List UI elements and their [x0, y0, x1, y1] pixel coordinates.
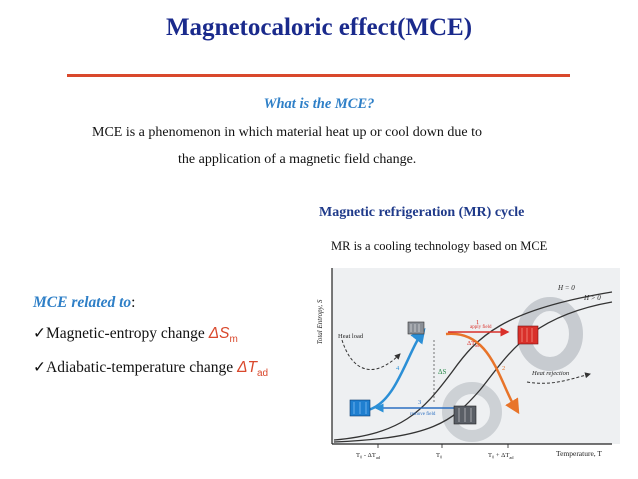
dtad-upper-label: ΔTad	[467, 340, 480, 348]
bullet-temperature-change: ✓Adiabatic-temperature change ΔTad	[33, 358, 268, 379]
symbol: ΔS	[208, 325, 230, 342]
tick-label-right: T₀ + ΔTad	[488, 452, 514, 460]
related-colon: :	[131, 294, 136, 311]
definition-line-1: MCE is a phenomenon in which material he…	[92, 125, 482, 140]
heat-load-label: Heat load	[338, 333, 364, 340]
definition-line-2: the application of a magnetic field chan…	[178, 152, 417, 167]
mr-description: MR is a cooling technology based on MCE	[331, 239, 548, 253]
curve-h1	[333, 301, 613, 443]
subscript: m	[229, 334, 238, 346]
check-icon: ✓	[33, 325, 46, 342]
x-axis-label: Temperature, T	[556, 449, 602, 458]
mr-cycle-heading: Magnetic refrigeration (MR) cycle	[319, 205, 525, 220]
tick-label-mid: T₀	[436, 452, 442, 459]
heat-rejection-label: Heat rejection	[531, 370, 569, 377]
heat-load-arrow	[341, 339, 401, 371]
related-heading: MCE related to:	[33, 294, 135, 312]
tick-label-left: T₀ - ΔTad	[356, 452, 381, 460]
remove-field-label: remove field	[410, 412, 436, 417]
material-block-hot	[517, 325, 539, 345]
step-3-label: 3	[418, 399, 421, 406]
watermark-ring-lower	[442, 382, 502, 442]
ds-label: ΔS	[438, 368, 447, 376]
mr-cycle-diagram: Total Entropy, S Temperature, T H = 0 H …	[316, 268, 620, 460]
symbol: ΔT	[237, 359, 257, 376]
related-label: MCE related to	[33, 294, 132, 311]
bullet-text: Magnetic-entropy change	[46, 325, 209, 342]
step-2-label: 2	[502, 365, 505, 372]
material-block-bottom	[453, 405, 477, 425]
label-h1: H > 0	[583, 294, 601, 302]
heat-rejection-arrow	[526, 372, 591, 384]
step-1-label: 1	[476, 319, 479, 326]
label-h0: H = 0	[557, 284, 575, 292]
subscript: ad	[256, 368, 269, 380]
material-block-top	[407, 321, 425, 335]
check-icon: ✓	[33, 359, 46, 376]
slide-title: Magnetocaloric effect(MCE)	[165, 14, 473, 41]
what-heading: What is the MCE?	[263, 96, 375, 112]
bullet-entropy-change: ✓Magnetic-entropy change ΔSm	[33, 324, 238, 345]
branch-2-orange	[445, 332, 520, 415]
step-4-label: 4	[396, 365, 400, 372]
bullet-text: Adiabatic-temperature change	[46, 359, 238, 376]
curve-h0	[333, 291, 613, 441]
material-block-cold	[349, 399, 371, 417]
apply-field-label: apply field	[470, 325, 492, 330]
y-axis-label: Total Entropy, S	[316, 299, 324, 344]
title-divider	[67, 74, 570, 77]
